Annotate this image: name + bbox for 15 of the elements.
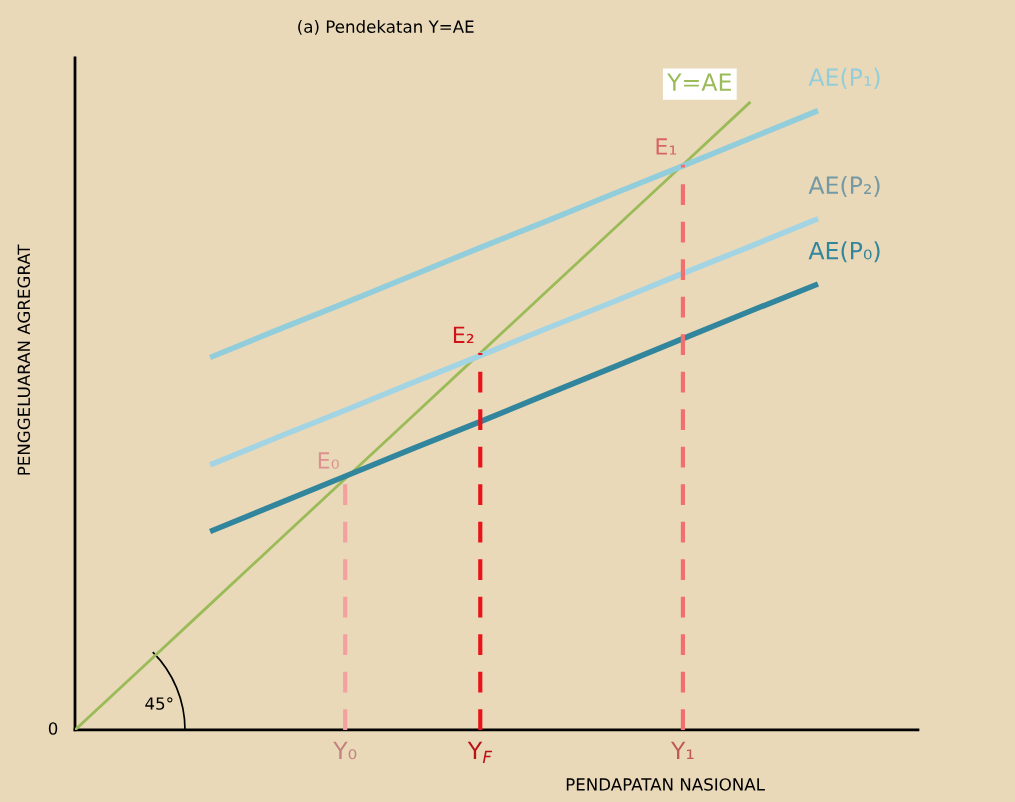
x-tick-label: Y$_{F}$ bbox=[467, 741, 493, 763]
annotation: 0 bbox=[48, 722, 58, 735]
y-axis-title: PENGGELUARAN AGREGRAT bbox=[17, 244, 31, 475]
series-label: Y=AE bbox=[667, 73, 731, 91]
x-axis-title: PENDAPATAN NASIONAL bbox=[566, 778, 765, 791]
series-label: AE(P₂) bbox=[808, 175, 880, 197]
annotation: E₁ bbox=[656, 138, 677, 155]
annotation: 45° bbox=[145, 697, 173, 710]
x-tick-label: Y₁ bbox=[670, 741, 694, 760]
series-label: AE(P₁) bbox=[808, 67, 880, 89]
chart-title: (a) Pendekatan Y=AE bbox=[298, 20, 474, 35]
series-label: AE(P₀) bbox=[808, 241, 880, 263]
annotation: E₀ bbox=[318, 452, 339, 469]
annotation: E₂ bbox=[453, 326, 474, 344]
x-tick-label: Y₀ bbox=[333, 741, 357, 760]
